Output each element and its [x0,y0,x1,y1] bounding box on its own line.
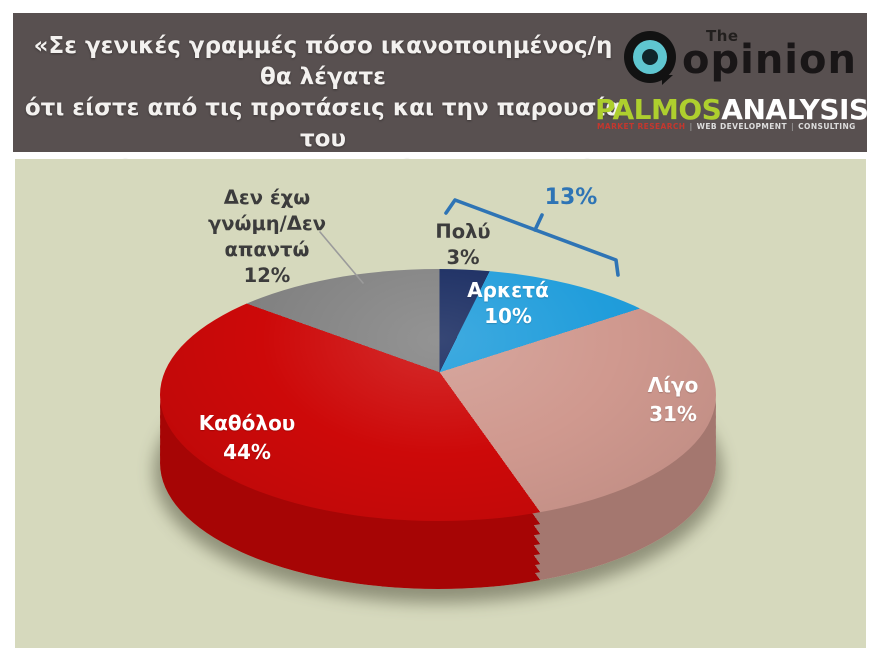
pie-chart-area: Δεν έχω γνώμη/Δεν απαντώ 12% Πολύ 3% Αρκ… [15,159,866,648]
opinion-speech-bubble-icon [624,31,676,83]
label-ligo-value: 31% [649,402,697,426]
label-arketa-name: Αρκετά [467,278,549,302]
palmos-square-bubble-icon [872,91,880,131]
opinion-bubble-tail [662,75,673,85]
label-poly: Πολύ 3% [403,219,523,271]
opinion-logo-name: opinion [682,37,857,83]
label-katholou: Καθόλου 44% [167,409,327,467]
label-no-opinion-line-2: γνώμη/Δεν [207,212,327,235]
label-arketa: Αρκετά 10% [438,277,578,329]
tagline-separator: | [791,122,795,131]
opinion-ring-hole [642,49,658,65]
label-katholou-value: 44% [223,440,271,464]
palmos-analysis-wordmark: PALMOSANALYSIS [595,91,880,131]
analysis-text: ANALYSIS [721,93,869,126]
tagline-web-development: WEB DEVELOPMENT [696,122,788,131]
label-ligo: Λίγο 31% [613,371,733,429]
question-title-line-1: «Σε γενικές γραμμές πόσο ικανοποιημένος/… [33,33,613,90]
label-poly-name: Πολύ [435,220,491,243]
label-no-opinion-value: 12% [243,264,291,287]
tagline-market-research: MARKET RESEARCH [597,122,686,131]
label-ligo-name: Λίγο [647,373,699,397]
tagline-consulting: CONSULTING [798,122,856,131]
opinion-logo-the: The [706,27,739,45]
bracket-13pct-tick [533,213,544,232]
label-poly-value: 3% [446,246,480,269]
label-no-opinion-line-1: Δεν έχω [223,186,311,209]
pie-top-face [160,269,716,521]
label-no-opinion-line-3: απαντώ [224,238,310,261]
label-arketa-value: 10% [484,304,532,328]
palmos-text: PALMOS [595,93,722,126]
tagline-separator: | [689,122,693,131]
header-band: «Σε γενικές γραμμές πόσο ικανοποιημένος/… [13,13,880,214]
the-opinion-logo: The opinion [624,23,856,95]
question-title-line-2: ότι είστε από τις προτάσεις και την παρο… [24,95,622,152]
palmos-analysis-logo: PALMOSANALYSIS MARKET RESEARCH | WEB DEVEL… [595,91,880,143]
annotation-13pct: 13% [544,185,598,210]
palmos-tagline: MARKET RESEARCH | WEB DEVELOPMENT | CONSULTI… [597,122,856,131]
label-katholou-name: Καθόλου [198,411,296,435]
label-no-opinion: Δεν έχω γνώμη/Δεν απαντώ 12% [167,185,367,289]
